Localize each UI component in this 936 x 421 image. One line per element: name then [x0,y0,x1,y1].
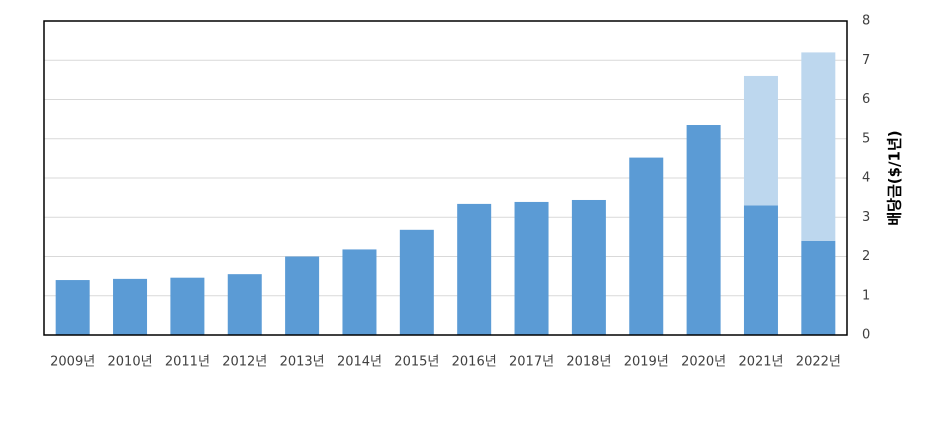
x-tick-label: 2018년 [566,355,611,370]
bar [342,249,377,335]
bar [285,256,320,335]
y-axis-label: 배당금($/1년) [886,130,904,225]
bar [801,240,836,335]
x-tick-label: 2011년 [165,355,210,370]
bar [55,280,90,335]
bar [571,199,606,335]
x-tick-label: 2010년 [108,355,153,370]
bar [743,75,778,206]
x-tick-label: 2009년 [50,355,95,370]
y-tick-label: 0 [862,328,870,343]
x-tick-label: 2012년 [222,355,267,370]
bar [686,125,721,335]
y-tick-label: 2 [862,249,870,264]
x-tick-label: 2019년 [624,355,669,370]
y-tick-label: 8 [862,14,870,29]
bar [113,278,148,335]
bar [170,277,205,335]
x-tick-label: 2013년 [280,355,325,370]
bar [629,157,664,335]
bar [399,229,434,335]
plot-border [43,20,848,336]
bar [514,201,549,335]
bar [743,205,778,335]
x-tick-label: 2014년 [337,355,382,370]
y-tick-label: 6 [862,92,870,107]
bar [801,52,836,241]
x-tick-label: 2015년 [394,355,439,370]
x-tick-label: 2021년 [738,355,783,370]
y-tick-label: 4 [862,171,870,186]
bar [457,203,492,335]
x-tick-label: 2020년 [681,355,726,370]
y-tick-label: 5 [862,131,870,146]
y-tick-label: 3 [862,210,870,225]
x-tick-label: 2016년 [452,355,497,370]
x-tick-label: 2022년 [796,355,841,370]
y-tick-label: 7 [862,53,870,68]
y-tick-label: 1 [862,288,870,303]
x-tick-label: 2017년 [509,355,554,370]
bar [227,274,262,335]
